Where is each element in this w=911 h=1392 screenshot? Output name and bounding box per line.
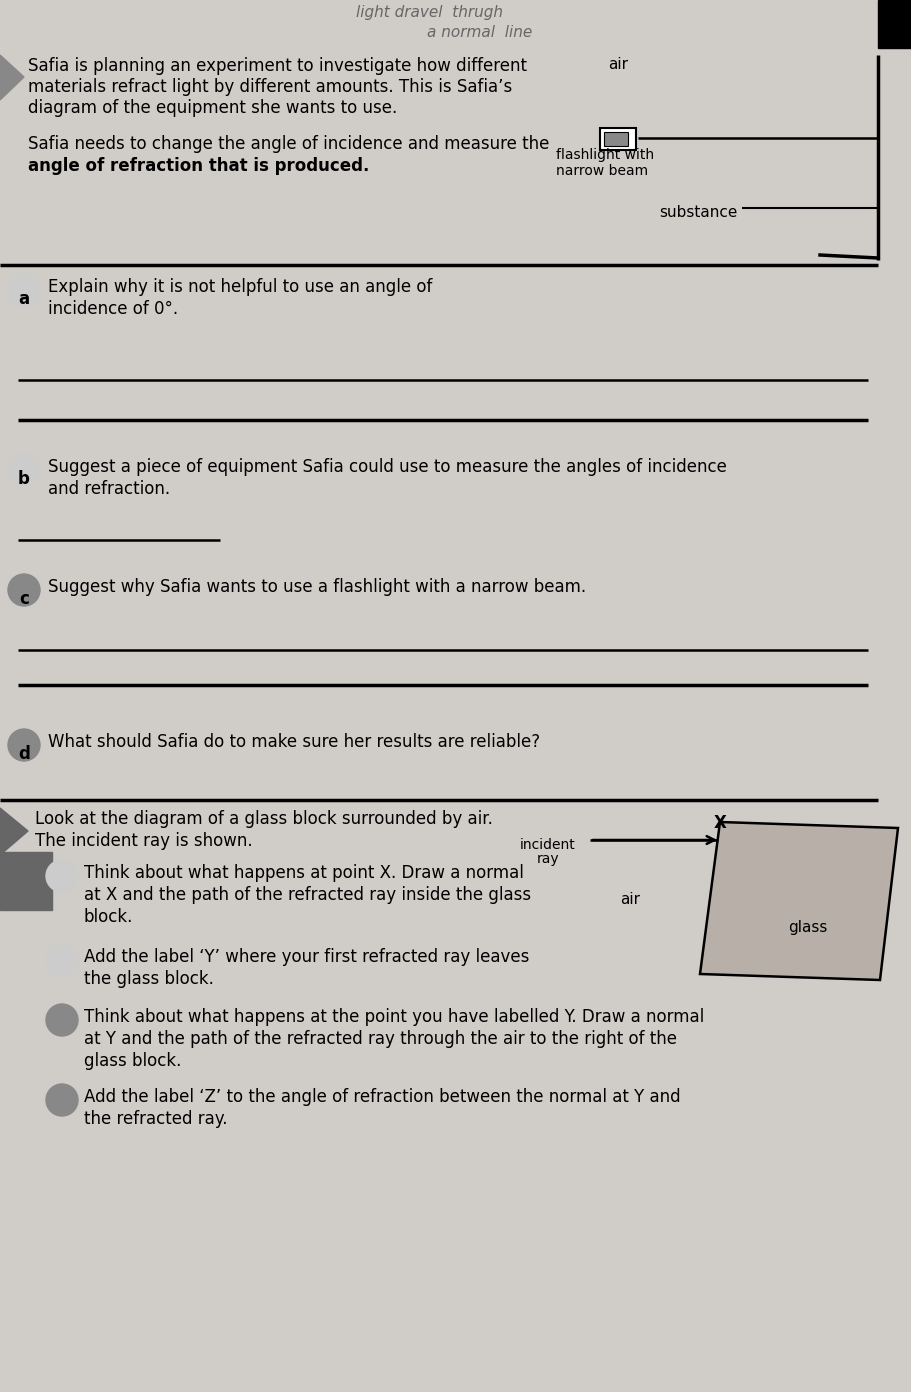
Circle shape — [46, 1004, 78, 1036]
Text: 9: 9 — [885, 31, 903, 54]
Text: Safia is planning an experiment to investigate how different: Safia is planning an experiment to inves… — [28, 57, 527, 75]
Text: a: a — [56, 876, 67, 894]
Text: at X and the path of the refracted ray inside the glass: at X and the path of the refracted ray i… — [84, 885, 530, 903]
Text: materials refract light by different amounts. This is Safia’s: materials refract light by different amo… — [28, 78, 512, 96]
Text: ray: ray — [536, 852, 558, 866]
Polygon shape — [700, 823, 897, 980]
Text: air: air — [608, 57, 628, 72]
Text: substance: substance — [659, 205, 737, 220]
Bar — [0, 852, 52, 910]
Text: What should Safia do to make sure her results are reliable?: What should Safia do to make sure her re… — [48, 734, 539, 752]
Text: d: d — [18, 745, 30, 763]
Text: b: b — [56, 960, 67, 979]
Text: Add the label ‘Z’ to the angle of refraction between the normal at Y and: Add the label ‘Z’ to the angle of refrac… — [84, 1089, 680, 1107]
Text: the glass block.: the glass block. — [84, 970, 214, 988]
Text: Safia needs to change the angle of incidence and measure the: Safia needs to change the angle of incid… — [28, 135, 548, 153]
Text: d: d — [56, 1100, 67, 1118]
Polygon shape — [0, 807, 28, 855]
Circle shape — [46, 944, 78, 976]
Text: flashlight with
narrow beam: flashlight with narrow beam — [556, 148, 653, 178]
Circle shape — [8, 274, 40, 306]
Text: a: a — [18, 290, 29, 308]
Text: incidence of 0°.: incidence of 0°. — [48, 301, 178, 317]
Text: glass: glass — [787, 920, 827, 935]
Circle shape — [46, 860, 78, 892]
Text: at Y and the path of the refracted ray through the air to the right of the: at Y and the path of the refracted ray t… — [84, 1030, 676, 1048]
Text: Think about what happens at point X. Draw a normal: Think about what happens at point X. Dra… — [84, 864, 523, 883]
Bar — [599, 128, 635, 150]
Text: b: b — [18, 470, 30, 489]
Text: diagram of the equipment she wants to use.: diagram of the equipment she wants to us… — [28, 99, 397, 117]
Text: Look at the diagram of a glass block surrounded by air.: Look at the diagram of a glass block sur… — [35, 810, 492, 828]
Text: Explain why it is not helpful to use an angle of: Explain why it is not helpful to use an … — [48, 278, 432, 296]
Text: enge: enge — [8, 888, 44, 901]
Circle shape — [46, 1084, 78, 1116]
Circle shape — [8, 574, 40, 606]
Text: light dravel  thrugh: light dravel thrugh — [356, 6, 503, 19]
Text: the refracted ray.: the refracted ray. — [84, 1109, 227, 1128]
Bar — [877, 0, 911, 47]
Text: incident: incident — [519, 838, 575, 852]
Bar — [603, 132, 628, 146]
Text: X: X — [713, 814, 726, 832]
Text: Suggest a piece of equipment Safia could use to measure the angles of incidence: Suggest a piece of equipment Safia could… — [48, 458, 726, 476]
Text: Think about what happens at the point you have labelled Y. Draw a normal: Think about what happens at the point yo… — [84, 1008, 703, 1026]
Circle shape — [8, 729, 40, 761]
Text: Add the label ‘Y’ where your first refracted ray leaves: Add the label ‘Y’ where your first refra… — [84, 948, 528, 966]
Text: block.: block. — [84, 908, 133, 926]
Text: glass block.: glass block. — [84, 1052, 181, 1070]
Text: angle of refraction that is produced.: angle of refraction that is produced. — [28, 157, 369, 175]
Text: a normal  line: a normal line — [427, 25, 532, 40]
Text: c: c — [19, 590, 29, 608]
Text: c: c — [57, 1020, 67, 1038]
Text: and refraction.: and refraction. — [48, 480, 170, 498]
Text: Suggest why Safia wants to use a flashlight with a narrow beam.: Suggest why Safia wants to use a flashli… — [48, 578, 586, 596]
Circle shape — [8, 454, 40, 486]
Text: The incident ray is shown.: The incident ray is shown. — [35, 832, 252, 851]
Text: air: air — [619, 892, 640, 908]
Polygon shape — [0, 56, 24, 100]
